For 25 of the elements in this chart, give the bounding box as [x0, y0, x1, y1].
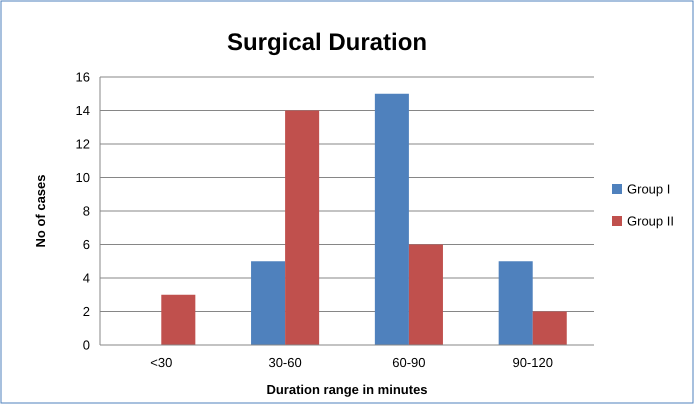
chart-title: Surgical Duration: [226, 29, 428, 56]
x-tick-label: <30: [150, 355, 172, 370]
bar: [532, 312, 567, 345]
x-tick-label: 90-120: [512, 355, 553, 370]
legend-label: Group II: [627, 214, 674, 229]
x-tick-label: 60-90: [392, 355, 426, 370]
bar: [374, 94, 409, 345]
y-tick-label: 14: [76, 103, 90, 118]
y-tick-label: 16: [76, 70, 90, 85]
bar: [285, 110, 320, 345]
bar: [251, 261, 286, 345]
bar: [408, 244, 443, 345]
y-tick-label: 12: [76, 136, 90, 152]
y-axis-title: No of cases: [33, 174, 48, 248]
bar: [161, 294, 196, 345]
y-tick-label: 8: [82, 204, 90, 219]
x-axis-title: Duration range in minutes: [266, 382, 428, 397]
legend-label: Group I: [627, 182, 670, 197]
y-tick-label: 2: [82, 304, 90, 320]
bar: [498, 261, 533, 345]
x-tick-label: 30-60: [268, 355, 302, 370]
y-tick-label: 6: [82, 237, 90, 252]
y-tick-label: 10: [76, 170, 90, 186]
y-tick-label: 0: [82, 338, 90, 353]
y-tick-label: 4: [82, 270, 90, 286]
